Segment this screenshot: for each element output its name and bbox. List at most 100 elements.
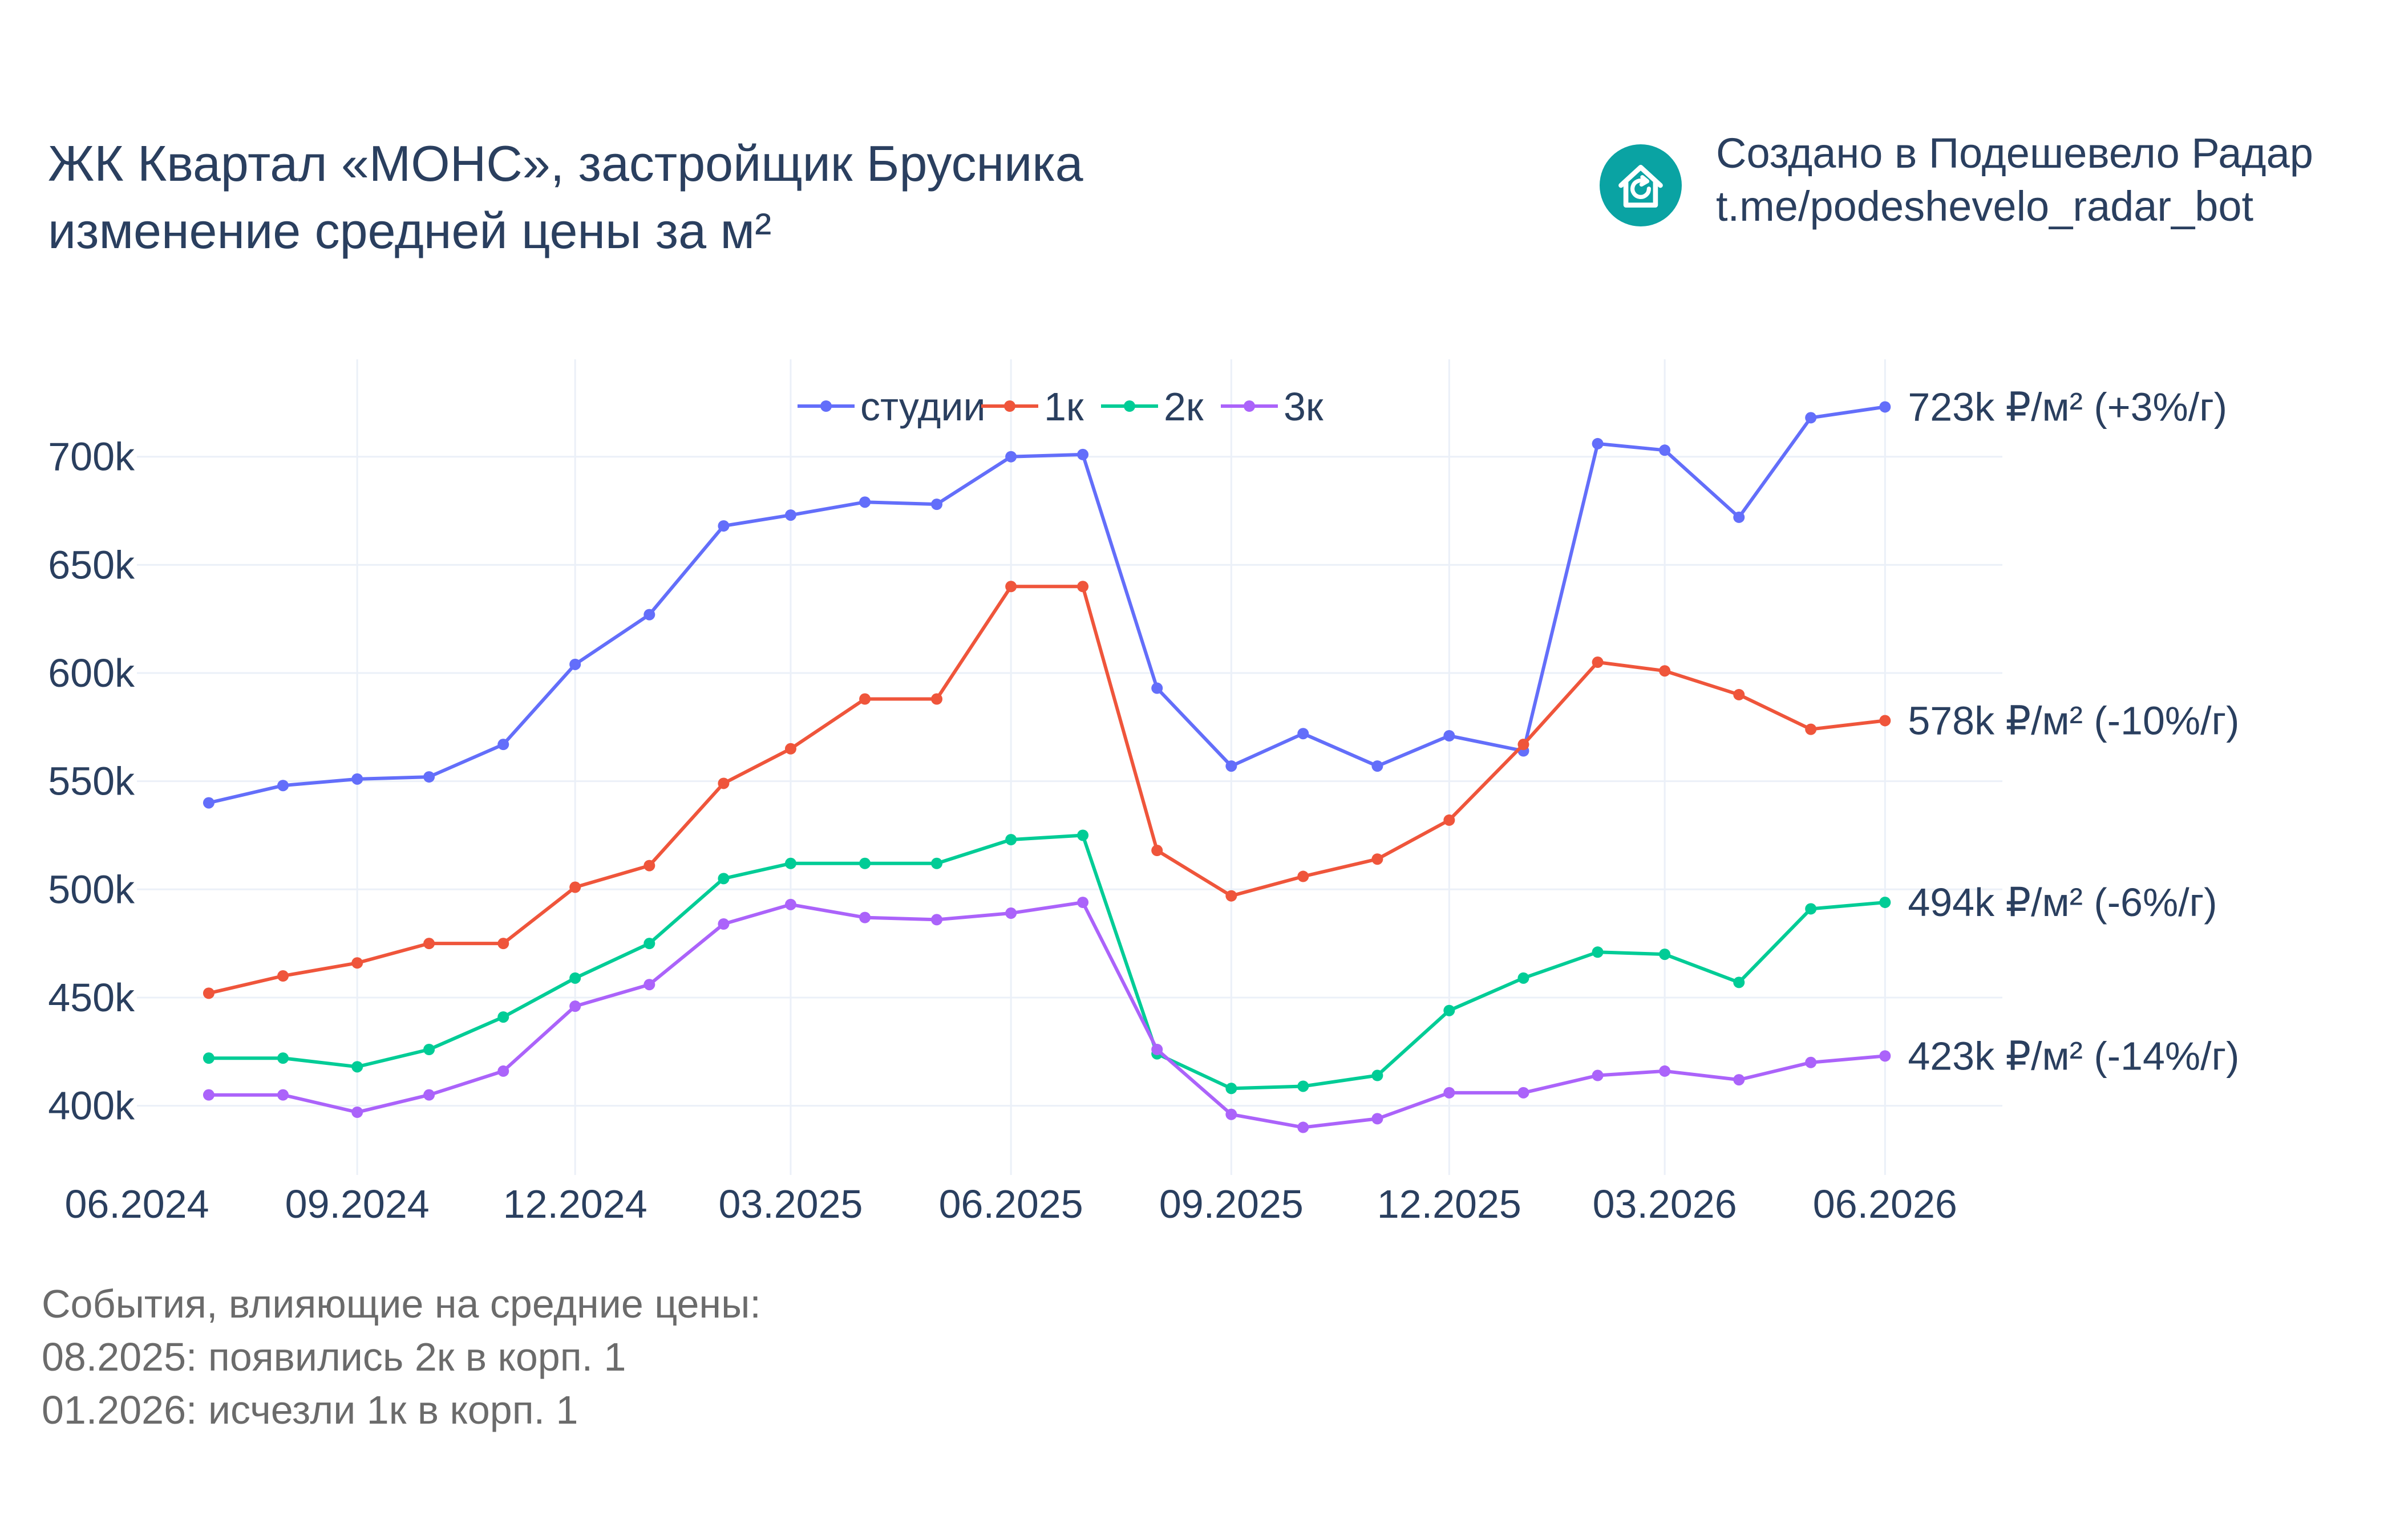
data-point (1005, 907, 1017, 919)
data-point (1371, 853, 1383, 865)
data-point (931, 857, 943, 869)
data-point (1879, 1050, 1891, 1062)
data-point (1151, 845, 1163, 857)
data-point (1371, 1113, 1383, 1125)
x-tick-label: 09.2025 (1159, 1182, 1304, 1226)
x-tick-label: 09.2024 (285, 1182, 430, 1226)
data-point (1443, 814, 1455, 826)
chart-title: ЖК Квартал «МОНС», застройщик Брусника и… (48, 130, 1083, 265)
data-point (1225, 1083, 1237, 1095)
data-point (1297, 1121, 1309, 1133)
legend-swatch-dot (1124, 400, 1135, 412)
y-tick-label: 550k (48, 759, 135, 804)
data-point (1077, 829, 1089, 841)
data-point (1592, 656, 1604, 668)
branding-link[interactable]: t.me/podeshevelo_radar_bot (1716, 183, 2254, 230)
legend-label: 3к (1284, 384, 1324, 429)
x-tick-label: 03.2026 (1593, 1182, 1737, 1226)
data-point (1151, 1044, 1163, 1055)
y-tick-label: 400k (48, 1084, 135, 1128)
data-point (859, 693, 871, 705)
branding-line-1: Создано в Подешевело Радар (1716, 129, 2313, 177)
data-point (1371, 760, 1383, 772)
data-point (1733, 688, 1745, 700)
data-point (1225, 1108, 1237, 1120)
data-point (1879, 897, 1891, 909)
data-point (1517, 739, 1529, 751)
data-point (1592, 1069, 1604, 1081)
grid-lines (137, 359, 2002, 1175)
y-tick-label: 450k (48, 975, 135, 1020)
data-point (1733, 976, 1745, 988)
data-point (1592, 946, 1604, 958)
data-point (351, 1107, 363, 1118)
y-tick-label: 500k (48, 867, 135, 911)
data-point (203, 987, 214, 999)
data-point (277, 1089, 289, 1101)
y-tick-label: 600k (48, 651, 135, 695)
legend-label: 1к (1044, 384, 1084, 429)
end-labels: 723k ₽/м² (+3%/г) 578k ₽/м² (-10%/г) 494k … (1908, 384, 2239, 1078)
data-point (718, 873, 730, 885)
x-tick-label: 06.2024 (64, 1182, 209, 1226)
data-point (718, 918, 730, 930)
data-point (497, 1011, 509, 1023)
data-point (1077, 581, 1089, 593)
title-line-1: ЖК Квартал «МОНС», застройщик Брусника (48, 135, 1083, 192)
legend-label: 2к (1164, 384, 1204, 429)
title-line-2: изменение средней цены за м² (48, 202, 772, 259)
data-point (1225, 760, 1237, 772)
legend-label: студии (860, 384, 986, 429)
event-item-2: 01.2026: исчезли 1к в корп. 1 (42, 1388, 578, 1432)
logo-refresh-arrow (1630, 179, 1652, 199)
data-point (1805, 903, 1817, 915)
logo-arrow-head (1639, 175, 1650, 187)
data-point (1592, 437, 1604, 449)
x-tick-label: 12.2025 (1377, 1182, 1521, 1226)
data-point (497, 938, 509, 950)
data-point (1077, 897, 1089, 909)
x-tick-label: 06.2025 (939, 1182, 1083, 1226)
data-point (351, 957, 363, 969)
data-point (1225, 890, 1237, 902)
data-point (569, 881, 581, 893)
events-note: События, влияющие на средние цены: 08.20… (42, 1278, 761, 1437)
series-line-3к (208, 901, 1885, 1129)
data-point (1733, 1074, 1745, 1086)
data-point (569, 972, 581, 984)
x-tick-label: 12.2024 (503, 1182, 647, 1226)
x-axis-ticks: 06.2024 09.2024 12.2024 03.2025 06.2025 09.20… (64, 1182, 1957, 1226)
end-label-1к: 578k ₽/м² (-10%/г) (1908, 698, 2239, 743)
data-point (931, 499, 943, 510)
data-point (931, 693, 943, 705)
event-item-1: 08.2025: появились 2к в корп. 1 (42, 1335, 626, 1379)
data-point (859, 496, 871, 508)
legend-swatch-dot (1004, 400, 1015, 412)
data-point (1659, 444, 1671, 456)
logo-house (1618, 165, 1663, 208)
end-label-2к: 494k ₽/м² (-6%/г) (1908, 880, 2217, 925)
data-point (784, 857, 796, 869)
data-point (277, 780, 289, 792)
data-point (1005, 581, 1017, 593)
data-point (784, 509, 796, 521)
data-point (1659, 1065, 1671, 1077)
data-point (1077, 448, 1089, 460)
data-point (643, 979, 655, 991)
data-point (931, 914, 943, 926)
legend-swatch-dot (820, 400, 832, 412)
data-point (497, 1065, 509, 1077)
data-point (643, 609, 655, 621)
data-point (1151, 682, 1163, 694)
data-point (1005, 451, 1017, 463)
data-point (423, 938, 435, 950)
data-point (1733, 511, 1745, 523)
events-heading: События, влияющие на средние цены: (42, 1282, 761, 1326)
data-point (1879, 401, 1891, 413)
data-point (784, 743, 796, 755)
data-point (351, 773, 363, 785)
y-tick-label: 700k (48, 435, 135, 479)
data-point (1805, 412, 1817, 424)
data-point (277, 970, 289, 982)
